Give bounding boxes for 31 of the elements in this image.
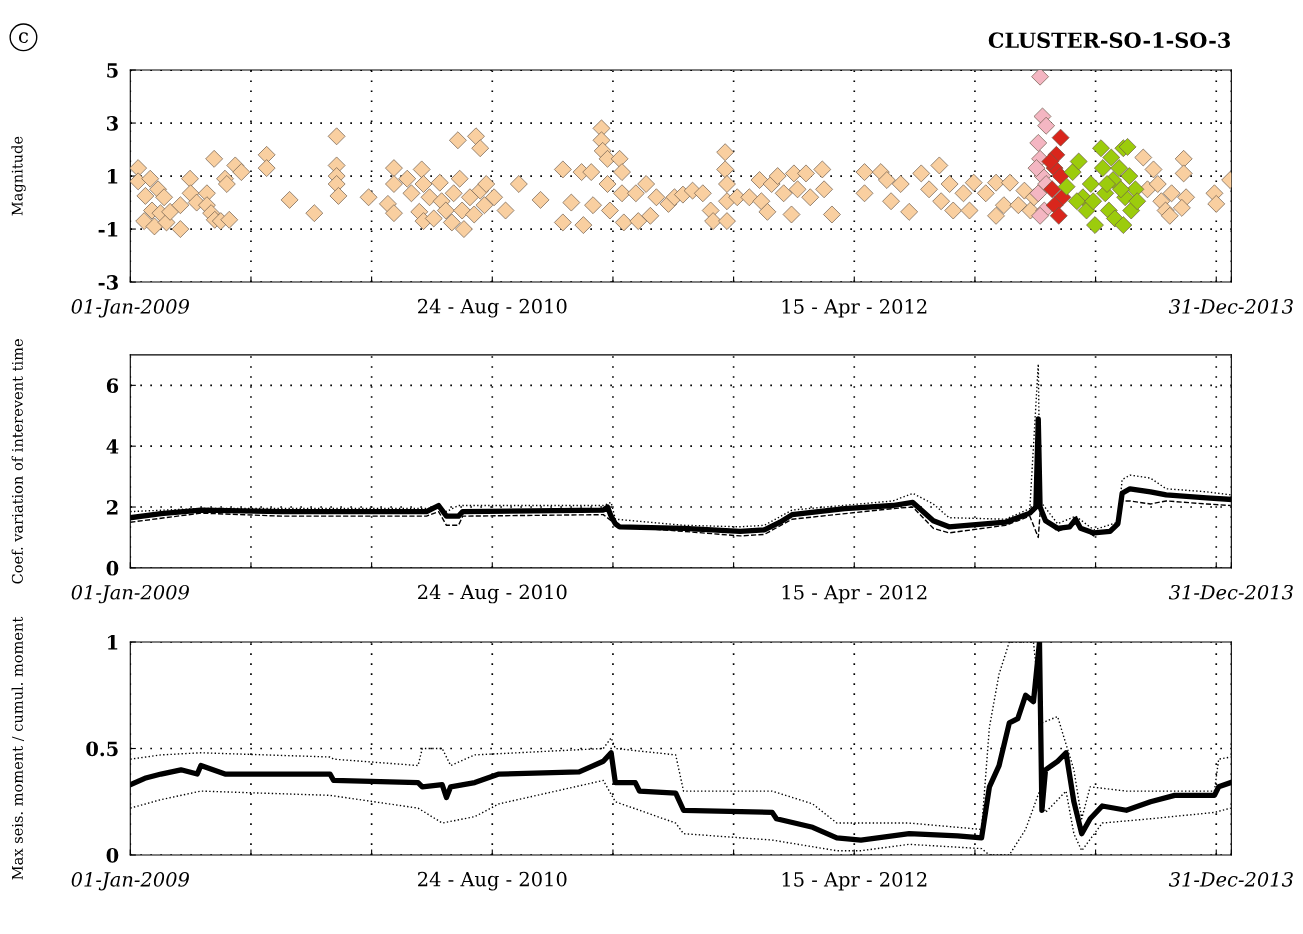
y-tick-label: 1 bbox=[108, 634, 118, 650]
x-tick-label: 31-Dec-2013 bbox=[1168, 871, 1293, 887]
x-tick-label: 24 - Aug - 2010 bbox=[418, 298, 567, 318]
x-tick-label: 31-Dec-2013 bbox=[1168, 584, 1293, 600]
x-tick-label: 31-Dec-2013 bbox=[1168, 299, 1293, 314]
point bbox=[1051, 128, 1070, 147]
x-tick-label: 01-Jan-2009 bbox=[71, 299, 189, 318]
chart-title: CLUSTER-SO-1-SO-3 bbox=[988, 32, 1230, 49]
y-tick-label: 6 bbox=[106, 378, 119, 394]
y-tick-label: -3 bbox=[98, 275, 118, 290]
y-axis-title: Coef. variation of interevent time bbox=[11, 339, 23, 584]
y-tick-label: 4 bbox=[106, 439, 119, 454]
x-tick-label: 24 - Aug - 2010 bbox=[418, 584, 567, 604]
y-tick-label: 0 bbox=[106, 560, 119, 576]
x-tick-label: 15 - Apr - 2012 bbox=[782, 584, 927, 604]
x-tick-label: 01-Jan-2009 bbox=[71, 871, 189, 891]
y-tick-label: 0 bbox=[106, 847, 119, 863]
y-tick-label: 2 bbox=[106, 499, 118, 515]
y-tick-label: -1 bbox=[98, 222, 118, 237]
y-tick-label: 5 bbox=[107, 63, 118, 78]
x-tick-label: 15 - Apr - 2012 bbox=[782, 871, 927, 891]
x-tick-label: 01-Jan-2009 bbox=[71, 584, 189, 604]
y-axis-title: Magnitude bbox=[11, 136, 26, 216]
y-tick-label: 1 bbox=[108, 169, 118, 184]
x-tick-label: 15 - Apr - 2012 bbox=[782, 299, 927, 318]
y-tick-label: 0.5 bbox=[86, 741, 118, 757]
x-tick-label: 24 - Aug - 2010 bbox=[418, 871, 567, 891]
point bbox=[1102, 148, 1121, 167]
y-tick-label: 3 bbox=[107, 116, 118, 131]
y-axis-title: Max seis. moment / cumul. moment bbox=[11, 616, 25, 880]
text: c bbox=[18, 32, 29, 43]
